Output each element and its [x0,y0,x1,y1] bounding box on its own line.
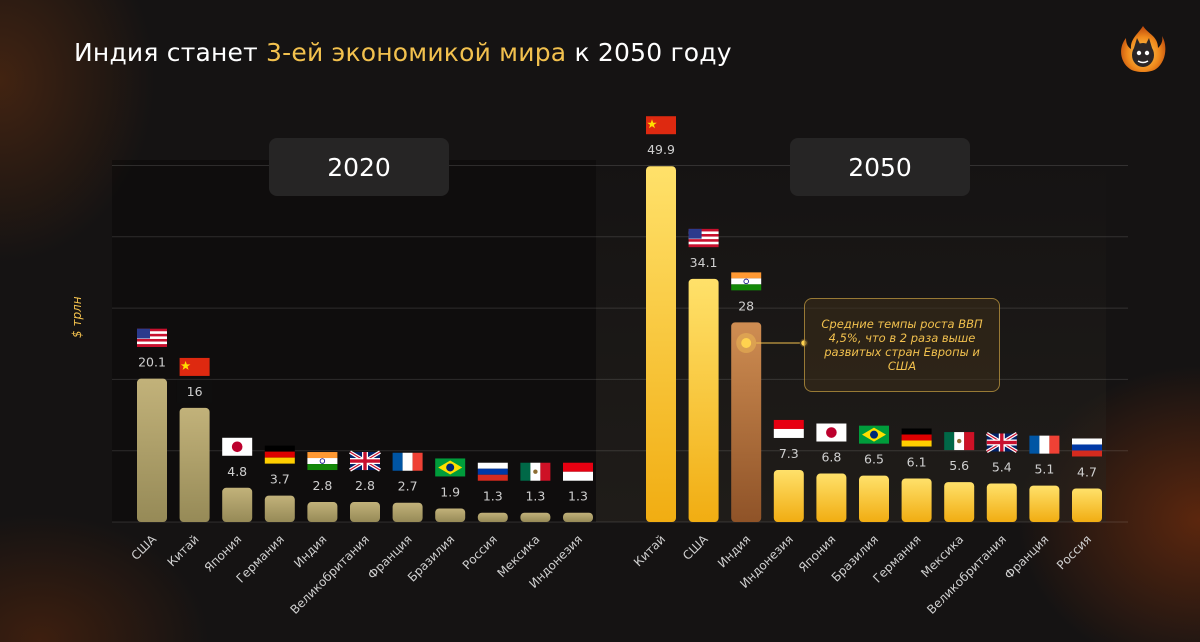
data-label: 4.8 [227,464,247,479]
flag-china-icon [179,357,210,376]
category-label: Япония [796,532,839,575]
bar [1029,485,1060,522]
data-label: 2.7 [398,479,418,494]
category-label: Япония [202,532,245,575]
bar [350,502,380,522]
category-label: Китай [631,532,668,569]
data-label: 28 [738,298,754,313]
data-label: 5.1 [1034,462,1054,477]
bar [986,483,1017,522]
data-label: 1.3 [525,489,545,504]
india-growth-callout: Средние темпы роста ВВП 4,5%, что в 2 ра… [804,298,1000,392]
bar [264,495,295,522]
flag-india-icon [731,272,762,291]
category-label: Великобритания [924,532,1009,617]
category-label: Китай [165,532,202,569]
year-panel-2020: 2020 [269,138,449,196]
flag-brazil-icon [859,425,889,444]
category-label: США [680,532,711,563]
category-label: Россия [460,532,500,572]
data-label: 20.1 [138,355,166,370]
bar [179,407,210,522]
flag-china-icon [646,116,676,135]
year-panel-bg [790,138,970,196]
callout-text: Средние темпы роста ВВП 4,5%, что в 2 ра… [821,317,983,373]
category-label: Индия [291,532,329,570]
data-label: 1.9 [440,484,460,499]
bar [646,166,676,522]
bar [307,502,338,522]
data-label: 6.8 [821,450,841,465]
category-label: Великобритания [287,532,372,617]
bar [773,469,804,522]
bar [137,378,167,522]
data-label: 5.6 [949,458,969,473]
category-label: Россия [1054,532,1094,572]
data-label: 1.3 [568,489,588,504]
title-highlight: 3-ей экономикой мира [266,38,567,67]
bar [816,473,847,522]
chart-title: 2050 [848,153,912,182]
title-part-1: Индия станет [74,38,267,67]
data-label: 4.7 [1077,464,1097,479]
bar [688,278,719,522]
flag-india-icon [307,452,338,471]
bar [1072,488,1102,522]
category-label: Франция [1002,532,1052,582]
data-label: 6.5 [864,452,884,467]
bar [392,502,423,522]
category-label: США [128,532,159,563]
flag-indonesia-icon [773,419,804,438]
chart-title: 2020 [327,153,391,182]
flag-germany-icon [901,428,932,447]
fire-mascot-logo-icon [1121,26,1166,72]
year-panel-bg [269,138,449,196]
flag-uk-icon [349,450,381,472]
data-label: 2.8 [355,478,375,493]
flag-mexico-icon [944,432,975,451]
category-label: Бразилия [405,532,457,584]
data-label: 49.9 [647,142,675,157]
flag-france-icon [392,452,423,471]
bar [901,478,932,522]
data-label: 5.4 [992,459,1012,474]
flag-russia-icon [1072,438,1102,457]
flag-japan-icon [816,423,847,442]
data-label: 3.7 [270,472,290,487]
data-label: 34.1 [690,255,718,270]
bar [477,512,508,522]
flag-usa-icon [137,328,167,347]
bar [520,512,551,522]
flag-uk-icon [985,431,1018,454]
data-label: 7.3 [779,446,799,461]
highlight-dot [741,338,752,348]
data-label: 1.3 [483,489,503,504]
flag-germany-icon [264,445,295,464]
year-panel-2050: 2050 [790,138,970,196]
flag-indonesia-icon [563,462,593,481]
title-part-2: к 2050 году [566,38,732,67]
bar [563,512,593,522]
data-label-chip [176,379,213,403]
flag-usa-icon [688,228,719,248]
category-label: Индия [715,532,753,570]
bar [731,322,762,522]
flag-russia-icon [477,462,508,481]
bar [222,487,253,522]
data-label: 2.8 [312,478,332,493]
flag-brazil-icon [435,458,466,477]
page-title: Индия станет 3-ей экономикой мира к 2050… [74,38,732,67]
flag-japan-icon [222,437,253,456]
flag-france-icon [1029,435,1060,454]
bar [859,475,889,522]
data-label: 6.1 [907,455,927,470]
data-label: 16 [187,384,203,399]
bar [435,508,466,522]
flag-mexico-icon [520,462,551,481]
bar [944,482,975,522]
